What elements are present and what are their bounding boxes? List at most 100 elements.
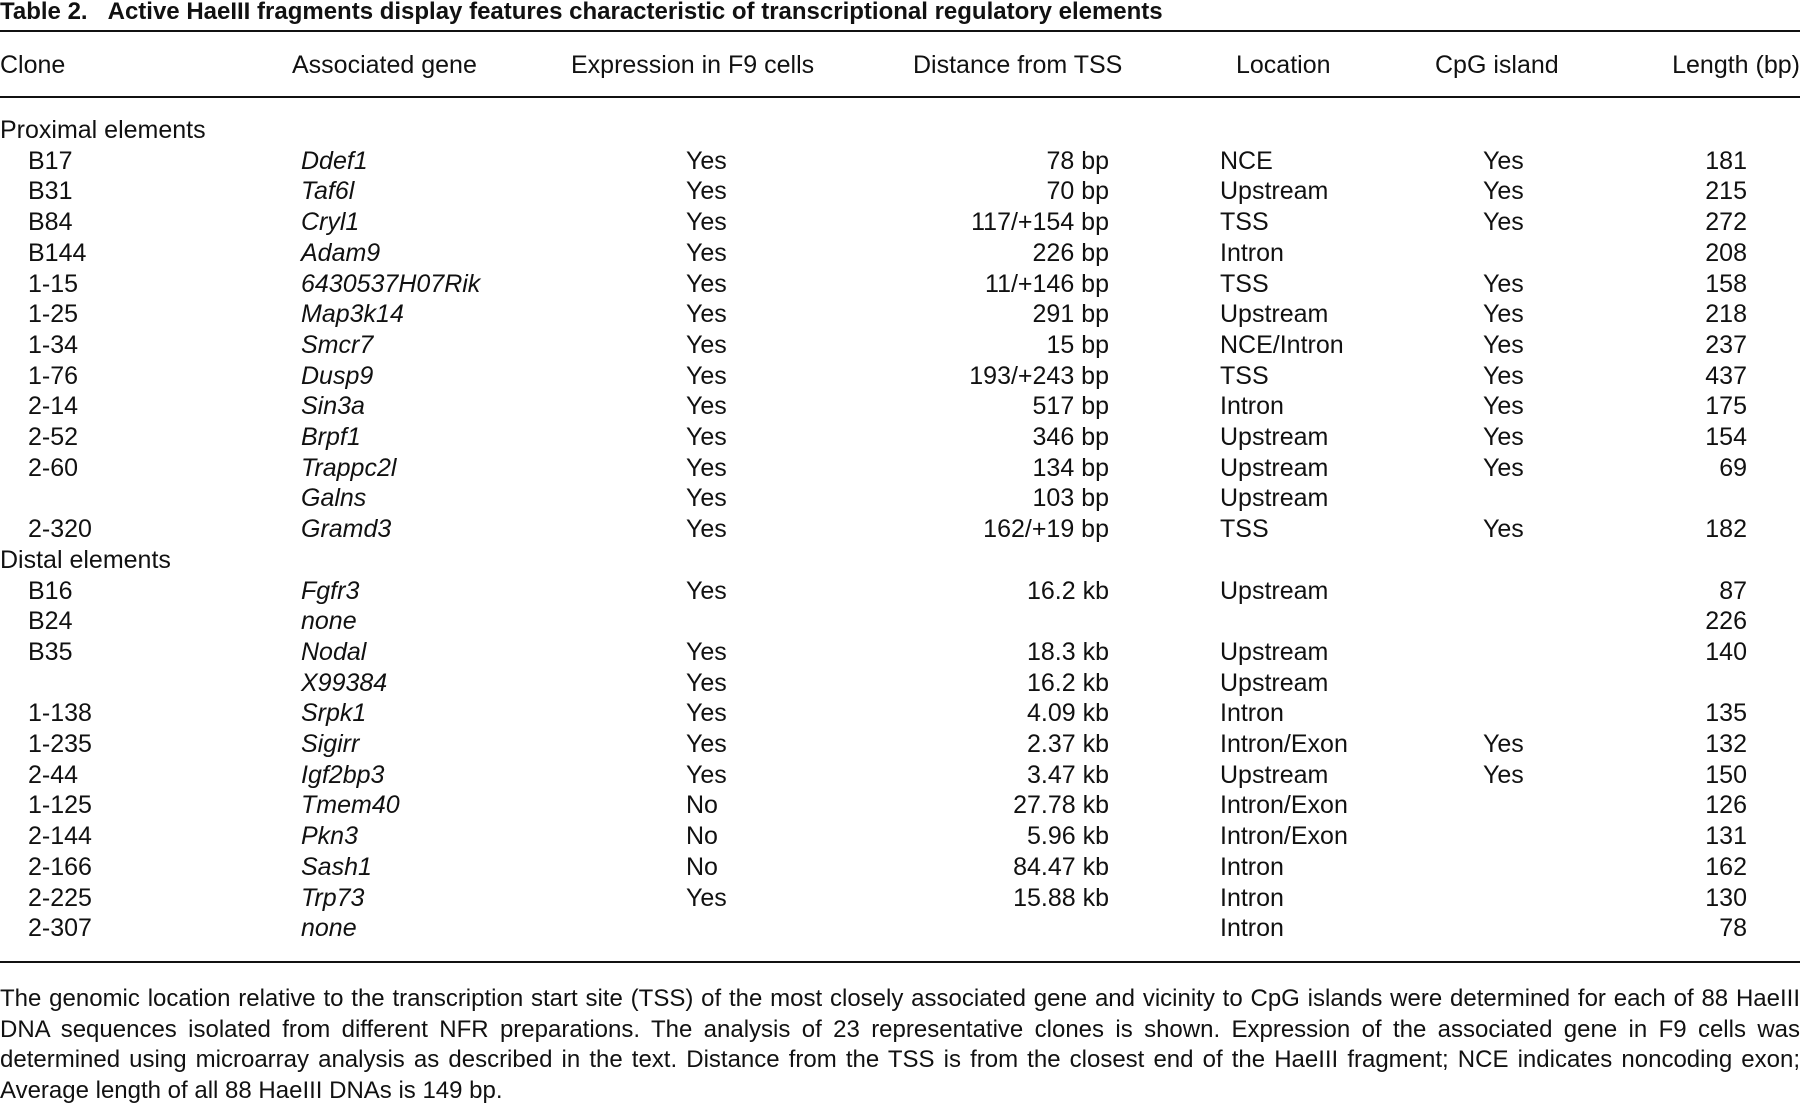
clone-cell: 1-25 [28, 300, 79, 329]
gene-cell: Pkn3 [301, 822, 358, 851]
distance-cell: 70 bp [1046, 177, 1109, 206]
length-cell: 154 [1705, 423, 1747, 451]
distance-cell: 193/+243 bp [969, 361, 1109, 390]
expression-cell: Yes [686, 423, 727, 451]
expression-cell: Yes [686, 208, 727, 237]
distance-cell: 162/+19 bp [983, 515, 1109, 544]
clone-cell: 2-225 [28, 883, 92, 912]
gene-cell: Galns [301, 484, 367, 513]
expression-cell: Yes [686, 453, 727, 482]
expression-cell: No [686, 822, 718, 851]
cpg-island-cell: Yes [1483, 423, 1524, 451]
clone-cell: 2-60 [28, 453, 79, 482]
column-header: Associated gene [292, 51, 477, 79]
location-cell: Upstream [1220, 760, 1329, 789]
distance-cell: 18.3 kb [1026, 637, 1109, 666]
length-cell: 130 [1705, 883, 1747, 912]
expression-cell: Yes [686, 760, 727, 789]
distance-cell: 15 bp [1046, 330, 1109, 359]
gene-cell: Smcr7 [301, 330, 374, 359]
distance-cell: 4.09 kb [1026, 699, 1109, 728]
location-cell: Intron/Exon [1220, 791, 1348, 820]
cpg-island-cell: Yes [1483, 208, 1524, 237]
cpg-island-cell: Yes [1483, 146, 1524, 175]
column-header: Expression in F9 cells [571, 51, 815, 79]
location-cell: Intron [1220, 883, 1284, 912]
expression-cell: Yes [686, 484, 727, 513]
clone-cell: 2-320 [28, 515, 92, 544]
clone-cell: 1-76 [28, 361, 79, 390]
gene-cell: Sash1 [301, 852, 372, 881]
top-rule [0, 30, 1800, 32]
length-cell: 215 [1705, 177, 1747, 206]
length-cell: 78 [1719, 914, 1747, 943]
length-cell: 162 [1705, 852, 1747, 881]
bottom-rule [0, 961, 1800, 963]
clone-cell: B24 [28, 607, 73, 636]
expression-cell: Yes [686, 146, 727, 175]
expression-cell: Yes [686, 576, 727, 605]
clone-cell: 1-235 [28, 730, 92, 758]
location-cell: TSS [1220, 269, 1269, 298]
expression-cell: No [686, 791, 718, 820]
clone-cell: B17 [28, 146, 73, 175]
gene-cell: none [301, 914, 357, 943]
clone-cell: 2-44 [28, 760, 79, 789]
expression-cell: Yes [686, 269, 727, 298]
clone-cell: B35 [28, 637, 73, 666]
clone-cell: B84 [28, 208, 73, 237]
cpg-island-cell: Yes [1483, 177, 1524, 206]
location-cell: Intron [1220, 852, 1284, 881]
length-cell: 175 [1705, 392, 1747, 421]
location-cell: Intron/Exon [1220, 822, 1348, 851]
expression-cell: Yes [686, 361, 727, 390]
distance-cell: 103 bp [1032, 484, 1109, 513]
gene-cell: Cryl1 [301, 208, 360, 237]
column-header: Length (bp) [1672, 51, 1800, 79]
section-label: Proximal elements [0, 116, 206, 144]
length-cell: 69 [1719, 453, 1747, 482]
distance-cell: 517 bp [1032, 392, 1109, 421]
expression-cell: Yes [686, 392, 727, 421]
gene-cell: Taf6l [301, 177, 355, 206]
gene-cell: Srpk1 [301, 699, 367, 728]
column-header: Location [1236, 51, 1331, 79]
length-cell: 181 [1705, 146, 1747, 175]
length-cell: 131 [1705, 822, 1747, 851]
expression-cell: Yes [686, 515, 727, 544]
expression-cell: No [686, 852, 718, 881]
expression-cell: Yes [686, 300, 727, 329]
length-cell: 218 [1705, 300, 1747, 329]
cpg-island-cell: Yes [1483, 760, 1524, 789]
distance-cell: 117/+154 bp [971, 208, 1109, 237]
gene-cell: Ddef1 [301, 146, 368, 175]
title-label: Table 2. [0, 0, 88, 25]
gene-cell: none [301, 607, 357, 636]
distance-cell: 15.88 kb [1013, 883, 1109, 912]
gene-cell: Nodal [301, 637, 367, 666]
gene-cell: Sigirr [301, 730, 360, 758]
expression-cell: Yes [686, 238, 727, 267]
length-cell: 158 [1705, 269, 1747, 298]
distance-cell: 291 bp [1032, 300, 1109, 329]
cpg-island-cell: Yes [1483, 453, 1524, 482]
distance-cell: 16.2 kb [1026, 668, 1109, 697]
clone-cell: 1-15 [28, 269, 79, 298]
distance-cell: 346 bp [1032, 423, 1109, 451]
column-header: Clone [0, 51, 66, 79]
clone-cell: 2-307 [28, 914, 92, 943]
footnote: The genomic location relative to the tra… [0, 985, 1800, 1104]
cpg-island-cell: Yes [1483, 730, 1524, 758]
gene-cell: Brpf1 [301, 423, 361, 451]
column-header: Distance from TSS [913, 51, 1123, 79]
location-cell: Upstream [1220, 453, 1329, 482]
length-cell: 126 [1705, 791, 1747, 820]
distance-cell: 84.47 kb [1013, 852, 1109, 881]
distance-cell: 16.2 kb [1026, 576, 1109, 605]
cpg-island-cell: Yes [1483, 269, 1524, 298]
expression-cell: Yes [686, 730, 727, 758]
expression-cell: Yes [686, 699, 727, 728]
location-cell: Intron [1220, 238, 1284, 267]
length-cell: 226 [1705, 607, 1747, 636]
expression-cell: Yes [686, 177, 727, 206]
